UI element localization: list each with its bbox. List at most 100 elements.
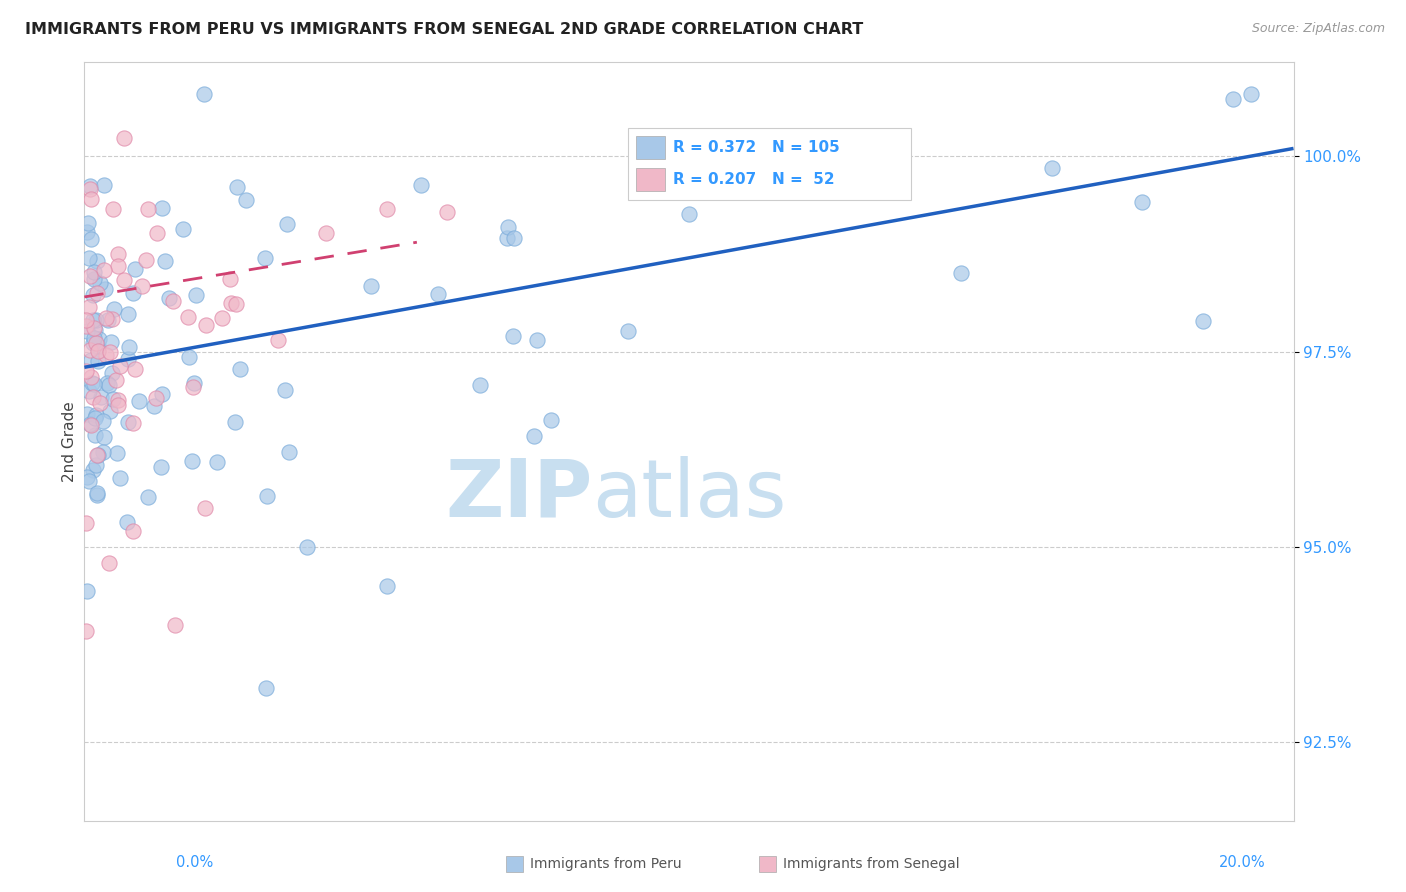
Point: [495, 231, 517, 245]
Point: [131, 278, 153, 293]
Point: [101, 392, 124, 407]
Point: [91, 444, 114, 458]
Point: [82, 287, 104, 301]
Point: [254, 681, 277, 695]
Point: [84, 408, 107, 422]
Point: [276, 217, 298, 231]
Point: [82, 390, 104, 404]
Point: [84, 323, 107, 337]
Point: [79, 179, 101, 194]
Point: [1132, 194, 1154, 209]
Point: [181, 380, 204, 394]
Text: Immigrants from Senegal: Immigrants from Senegal: [783, 857, 960, 871]
Point: [117, 415, 139, 429]
Point: [226, 179, 249, 194]
Point: [177, 310, 200, 324]
Point: [96, 376, 118, 390]
Point: [97, 313, 120, 327]
Point: [86, 253, 108, 268]
Point: [256, 489, 278, 503]
Point: [91, 414, 114, 428]
Point: [79, 353, 101, 368]
Point: [678, 207, 700, 221]
Point: [94, 348, 117, 362]
Point: [100, 312, 122, 326]
Text: R = 0.207   N =  52: R = 0.207 N = 52: [673, 172, 835, 187]
Point: [186, 287, 208, 301]
Text: Source: ZipAtlas.com: Source: ZipAtlas.com: [1251, 22, 1385, 36]
Point: [84, 458, 107, 472]
Point: [98, 404, 121, 418]
Text: 20.0%: 20.0%: [1219, 855, 1265, 870]
Text: Immigrants from Peru: Immigrants from Peru: [530, 857, 682, 871]
Point: [93, 263, 115, 277]
Point: [375, 579, 398, 593]
Point: [83, 271, 105, 285]
Point: [121, 417, 143, 431]
Point: [124, 362, 146, 376]
Point: [75, 319, 97, 334]
Point: [315, 226, 337, 240]
Point: [117, 307, 139, 321]
Point: [100, 334, 122, 349]
Point: [79, 370, 101, 384]
Point: [112, 273, 135, 287]
Point: [181, 454, 204, 468]
Point: [211, 311, 233, 326]
Point: [526, 333, 548, 347]
Point: [84, 411, 107, 425]
Point: [114, 131, 136, 145]
Point: [104, 373, 127, 387]
Point: [274, 383, 297, 397]
Bar: [628, 128, 911, 200]
Point: [142, 399, 165, 413]
Point: [76, 225, 98, 239]
Point: [110, 359, 132, 373]
Point: [82, 376, 104, 390]
Point: [107, 399, 129, 413]
Point: [496, 220, 519, 235]
Point: [101, 202, 124, 217]
Point: [83, 427, 105, 442]
Point: [295, 540, 318, 554]
Point: [128, 394, 150, 409]
Point: [84, 313, 107, 327]
Point: [77, 216, 100, 230]
Point: [229, 362, 252, 376]
Point: [150, 201, 173, 215]
Point: [76, 408, 98, 422]
Point: [155, 253, 177, 268]
Point: [79, 268, 101, 283]
Point: [76, 324, 98, 338]
Point: [76, 584, 98, 599]
Point: [360, 279, 382, 293]
Point: [83, 265, 105, 279]
Point: [75, 313, 97, 327]
Point: [100, 344, 122, 359]
Bar: [637, 168, 665, 191]
Point: [97, 556, 120, 570]
Point: [859, 146, 882, 161]
Point: [122, 286, 145, 301]
Point: [83, 330, 105, 344]
Point: [194, 500, 217, 515]
Point: [86, 285, 108, 300]
Text: R = 0.372   N = 105: R = 0.372 N = 105: [673, 140, 839, 155]
Text: ZIP: ZIP: [444, 456, 592, 533]
Point: [145, 391, 167, 405]
Point: [121, 524, 143, 539]
Text: IMMIGRANTS FROM PERU VS IMMIGRANTS FROM SENEGAL 2ND GRADE CORRELATION CHART: IMMIGRANTS FROM PERU VS IMMIGRANTS FROM …: [25, 22, 863, 37]
Point: [375, 202, 398, 217]
Point: [235, 193, 257, 207]
Point: [90, 390, 112, 404]
Point: [183, 376, 205, 390]
Point: [87, 448, 110, 462]
Point: [278, 444, 301, 458]
Point: [194, 318, 217, 333]
Point: [101, 367, 124, 381]
Point: [157, 291, 180, 305]
Point: [77, 300, 100, 314]
Point: [135, 252, 157, 267]
Point: [80, 232, 103, 246]
Point: [80, 192, 103, 206]
